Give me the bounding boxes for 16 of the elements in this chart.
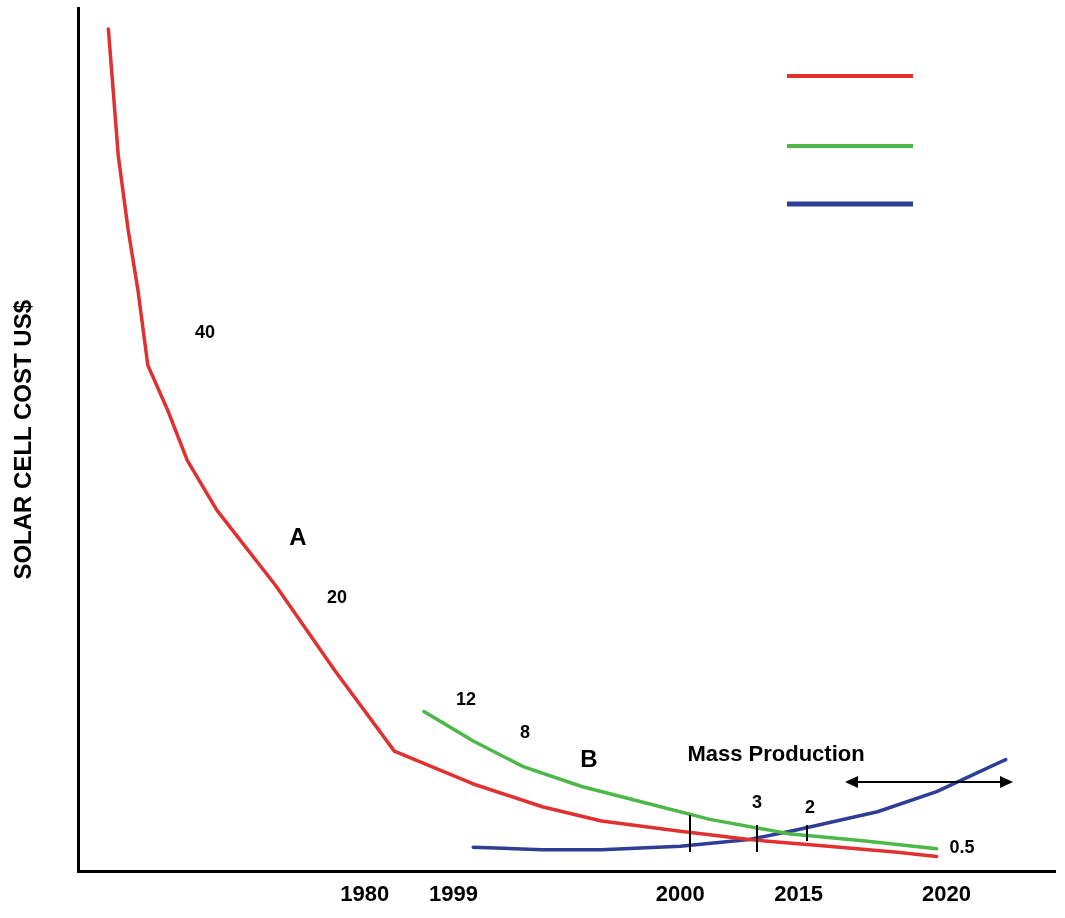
annotation: 3 (751, 791, 763, 812)
annotation: 40 (194, 321, 216, 342)
annotation: 2 (804, 796, 816, 817)
annotation: A (289, 522, 307, 550)
y-axis-title: SOLAR CELL COST US$ (9, 299, 37, 580)
x-tick-label: 2020 (922, 880, 972, 906)
annotation: Mass Production (687, 741, 865, 767)
x-tick-label: 2015 (774, 880, 824, 906)
annotation: 0.5 (949, 836, 975, 857)
annotation: B (580, 744, 598, 772)
x-tick-label: 1980 (340, 880, 390, 906)
annotation: 12 (455, 688, 477, 709)
x-tick-label: 1999 (429, 880, 478, 906)
annotation: 20 (326, 586, 348, 607)
annotation: 8 (519, 721, 531, 742)
x-tick-label: 2000 (655, 880, 705, 906)
